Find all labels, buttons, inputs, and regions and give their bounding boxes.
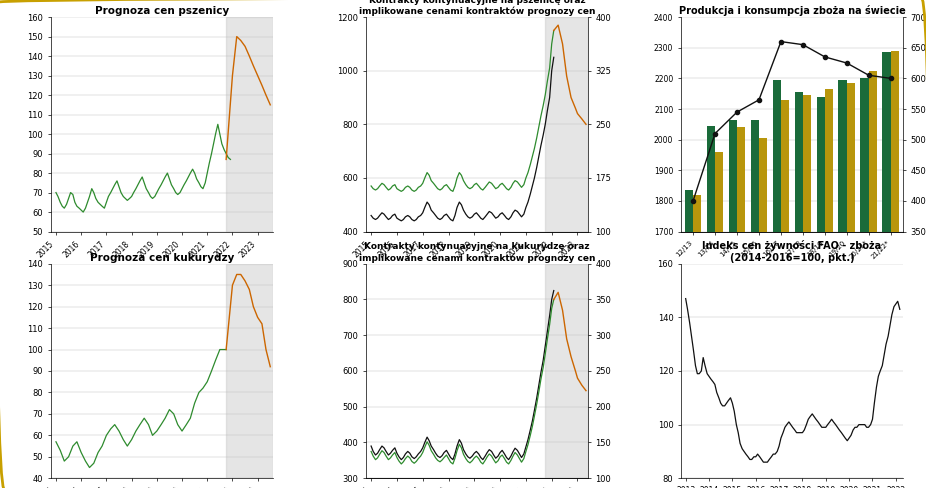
Bar [684,190,693,488]
Bar [860,79,869,488]
Bar [545,17,588,232]
Bar [545,264,588,478]
Legend: Cena pszenicy (zł/dt), Prognoza Credit Agricole: Cena pszenicy (zł/dt), Prognoza Credit A… [55,295,171,317]
Bar [838,80,847,488]
Bar [795,92,803,488]
Legend: Pszenica (CBoT, USD/t, l. oś), Pszenica (Euronext, EUR/t, p. oś), Prognoza na po: Pszenica (CBoT, USD/t, l. oś), Pszenica … [369,295,565,325]
Bar [759,138,768,488]
Bar [891,51,899,488]
Title: Produkcja i konsumpcja zboża na świecie: Produkcja i konsumpcja zboża na świecie [679,5,906,16]
Title: Kontrakty kontynuacyjne na pszenicę oraz
implikowane cenami kontraktów prognozy : Kontrakty kontynuacyjne na pszenicę oraz… [358,0,595,16]
Bar [751,120,759,488]
Bar [707,126,715,488]
Bar [869,71,877,488]
Bar [693,195,701,488]
Bar [729,120,737,488]
Title: Indeks cen żywności FAO - zboża
(2014-2016=100, pkt.): Indeks cen żywności FAO - zboża (2014-20… [702,240,882,263]
Bar [715,152,723,488]
Bar [226,264,273,478]
Bar [803,95,811,488]
Legend: Produkcja (mln t, l, oś), Konsumpcja (mln t, l, oś), Zapasy (mln t, p, oś): Produkcja (mln t, l, oś), Konsumpcja (ml… [684,295,795,325]
Title: Prognoza cen pszenicy: Prognoza cen pszenicy [94,6,229,16]
Bar [772,80,781,488]
Bar [847,83,856,488]
Bar [737,127,745,488]
Bar [781,100,789,488]
Title: Kontrakty kontynuacyjne na kukurydzę oraz
implikowane cenami kontraktów prognozy: Kontrakty kontynuacyjne na kukurydzę ora… [358,242,595,263]
Bar [226,17,273,232]
Title: Prognoza cen kukurydzy: Prognoza cen kukurydzy [90,253,234,263]
Bar [825,89,833,488]
Bar [817,97,825,488]
Bar [882,52,891,488]
